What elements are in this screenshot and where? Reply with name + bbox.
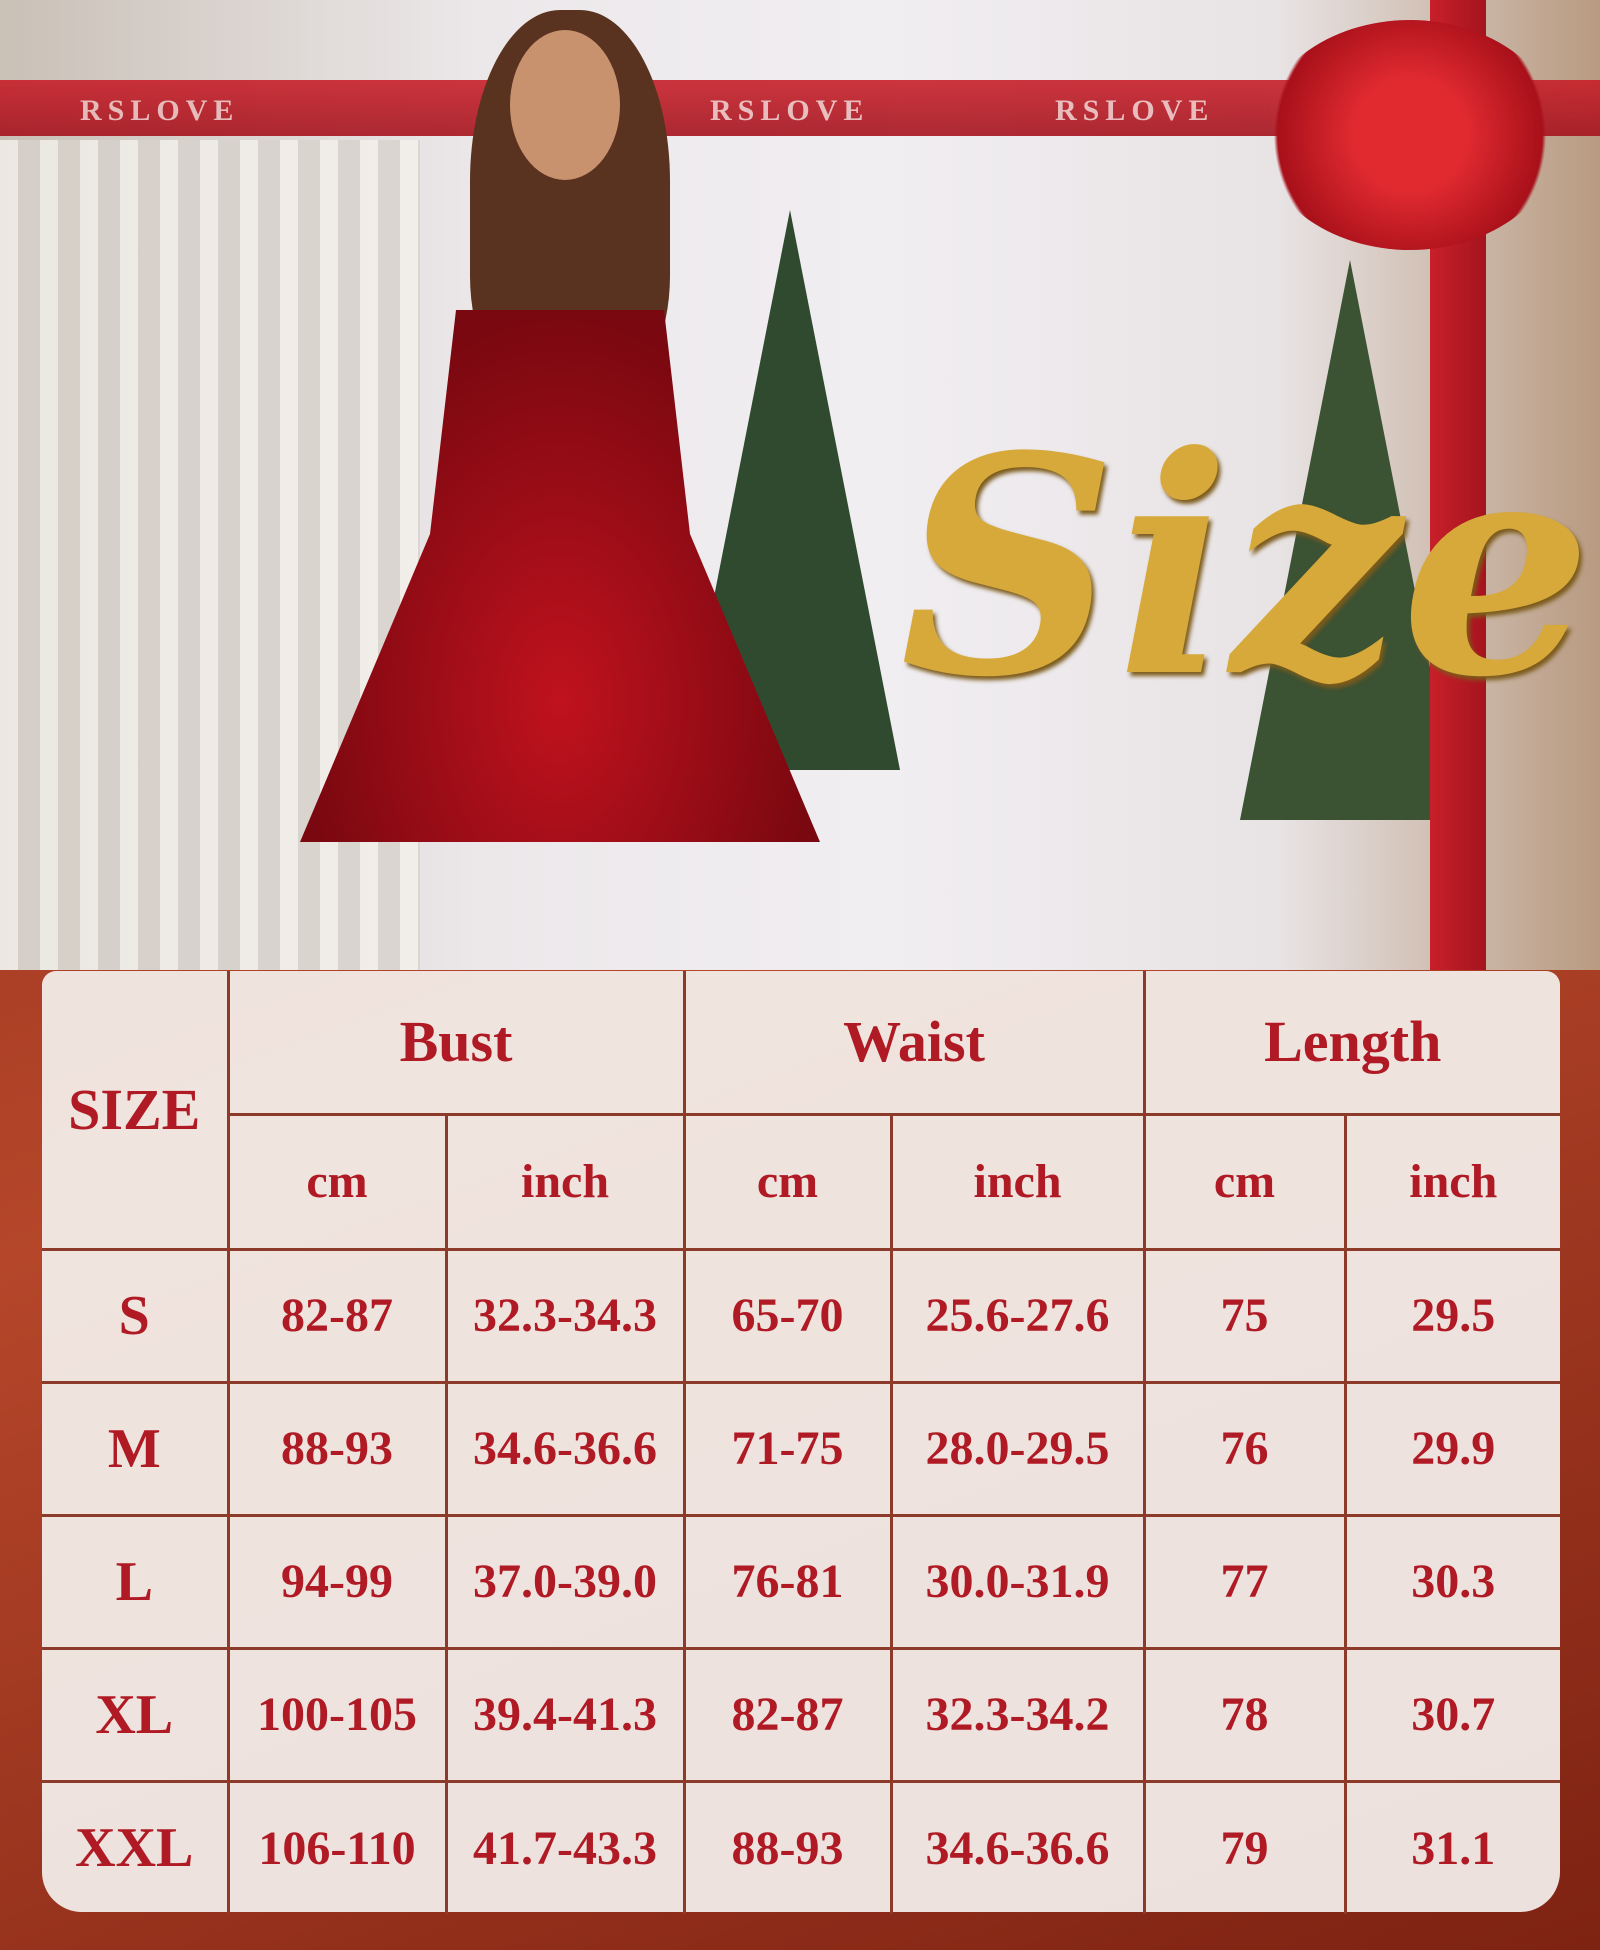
measurement-cell: 100-105	[226, 1646, 448, 1783]
table-row: XL 100-105 39.4-41.3 82-87 32.3-34.2 78 30.7	[42, 1646, 1560, 1783]
measurement-cell: 32.3-34.3	[444, 1247, 686, 1384]
christmas-tree	[1240, 260, 1460, 820]
unit-header: cm	[228, 1112, 448, 1249]
bow-icon	[1260, 20, 1560, 250]
size-label: S	[42, 1247, 230, 1384]
measurement-cell: 78	[1142, 1646, 1347, 1783]
measurement-cell: 65-70	[682, 1247, 893, 1384]
measurement-cell: 37.0-39.0	[444, 1513, 686, 1650]
brand-text: RSLOVE	[80, 94, 240, 127]
unit-header: inch	[444, 1112, 686, 1249]
measurement-cell: 34.6-36.6	[444, 1380, 686, 1517]
unit-header: inch	[889, 1112, 1146, 1249]
measurement-cell: 79	[1142, 1779, 1347, 1914]
table-row: XXL 106-110 41.7-43.3 88-93 34.6-36.6 79 31.1	[42, 1779, 1560, 1914]
size-chart-table: SIZE Bust Waist Length cm inch cm inch cm inc…	[42, 971, 1560, 1914]
size-label: L	[42, 1513, 230, 1650]
measurement-cell: 82-87	[226, 1247, 448, 1384]
unit-header: cm	[682, 1112, 893, 1249]
measurement-cell: 106-110	[226, 1779, 448, 1914]
measurement-cell: 32.3-34.2	[889, 1646, 1146, 1783]
measurement-cell: 25.6-27.6	[889, 1247, 1146, 1384]
measurement-cell: 30.7	[1343, 1646, 1560, 1783]
measurement-cell: 88-93	[226, 1380, 448, 1517]
measurement-cell: 76	[1142, 1380, 1347, 1517]
measurement-cell: 30.3	[1343, 1513, 1560, 1650]
group-header-length: Length	[1142, 971, 1560, 1116]
measurement-cell: 31.1	[1343, 1779, 1560, 1914]
measurement-cell: 29.5	[1343, 1247, 1560, 1384]
measurement-cell: 39.4-41.3	[444, 1646, 686, 1783]
measurement-cell: 76-81	[682, 1513, 893, 1650]
measurement-cell: 82-87	[682, 1646, 893, 1783]
measurement-cell: 71-75	[682, 1380, 893, 1517]
size-label: M	[42, 1380, 230, 1517]
group-header-bust: Bust	[226, 971, 686, 1116]
size-label: XL	[42, 1646, 230, 1783]
measurement-cell: 34.6-36.6	[889, 1779, 1146, 1914]
measurement-cell: 88-93	[682, 1779, 893, 1914]
measurement-cell: 75	[1142, 1247, 1347, 1384]
size-header: SIZE	[42, 971, 230, 1251]
measurement-cell: 94-99	[226, 1513, 448, 1650]
table-row: M 88-93 34.6-36.6 71-75 28.0-29.5 76 29.9	[42, 1380, 1560, 1517]
unit-header: inch	[1343, 1112, 1560, 1249]
unit-header: cm	[1142, 1112, 1347, 1249]
table-row: S 82-87 32.3-34.3 65-70 25.6-27.6 75 29.5	[42, 1247, 1560, 1384]
product-photo: RSLOVE RSLOVE RSLOVE Size	[0, 0, 1600, 970]
measurement-cell: 29.9	[1343, 1380, 1560, 1517]
brand-text: RSLOVE	[710, 94, 870, 127]
measurement-cell: 41.7-43.3	[444, 1779, 686, 1914]
measurement-cell: 30.0-31.9	[889, 1513, 1146, 1650]
size-label: XXL	[42, 1779, 230, 1914]
size-title: Size	[900, 390, 1592, 743]
staircase	[0, 140, 420, 970]
brand-text: RSLOVE	[1055, 94, 1215, 127]
measurement-cell: 77	[1142, 1513, 1347, 1650]
group-header-waist: Waist	[682, 971, 1146, 1116]
measurement-cell: 28.0-29.5	[889, 1380, 1146, 1517]
table-row: L 94-99 37.0-39.0 76-81 30.0-31.9 77 30.3	[42, 1513, 1560, 1650]
model-head	[510, 30, 620, 180]
